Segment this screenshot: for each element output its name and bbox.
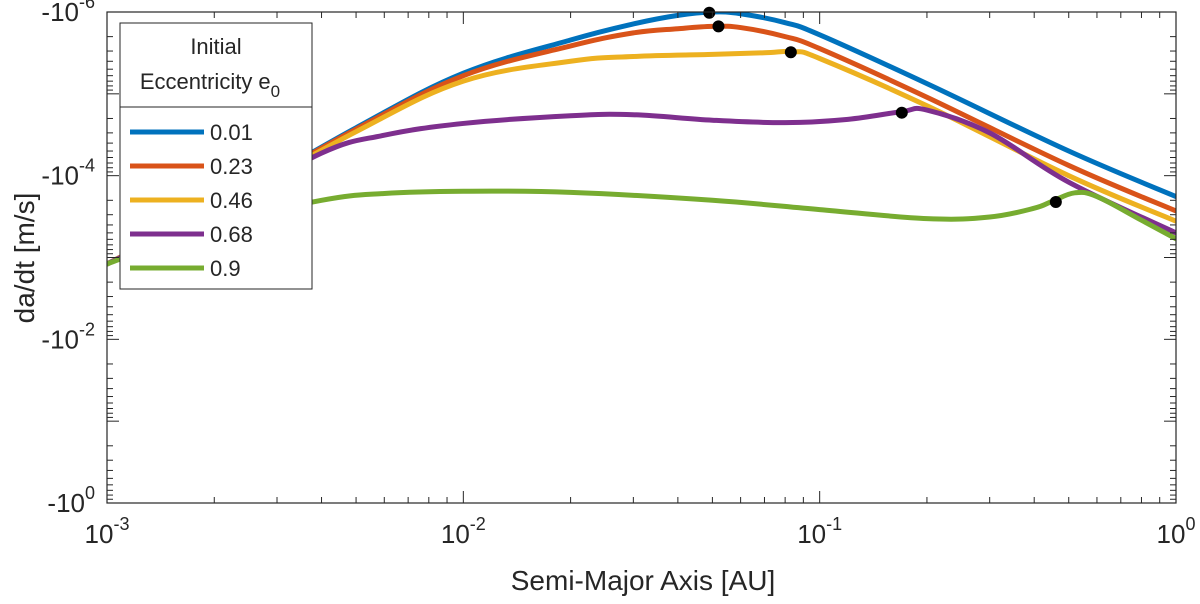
legend-entry-0.46: 0.46: [210, 188, 253, 213]
x-tick-label: 100: [1157, 514, 1196, 549]
y-tick-label: -10-2: [41, 319, 95, 354]
peak-marker-0.46: [784, 46, 797, 59]
peak-marker-0.23: [712, 20, 725, 33]
legend-title-line1: Initial: [190, 34, 241, 59]
axes-layer: 10-3 10-2 10-1 100 -10-6 -10-4 -10-2 -100: [41, 0, 1195, 549]
legend-title-line2: Eccentricity e0: [140, 69, 280, 101]
peak-marker-0.68: [895, 106, 908, 119]
legend-entry-0.9: 0.9: [210, 256, 241, 281]
peak-marker-0.9: [1049, 196, 1062, 209]
y-axis-label: da/dt [m/s]: [9, 193, 40, 324]
x-axis-label: Semi-Major Axis [AU]: [511, 565, 776, 596]
y-tick-label: -10-6: [41, 0, 95, 27]
peak-marker-0.01: [703, 6, 716, 19]
legend-box: [119, 22, 313, 290]
y-tick-label: -100: [47, 483, 95, 518]
legend-entry-0.01: 0.01: [210, 120, 253, 145]
x-tick-label: 10-3: [85, 514, 130, 549]
x-tick-label: 10-2: [441, 514, 486, 549]
legend-entry-0.68: 0.68: [210, 222, 253, 247]
legend-entry-0.23: 0.23: [210, 154, 253, 179]
series-line-0.9: [107, 188, 1176, 267]
y-tick-label: -10-4: [41, 156, 95, 191]
legend: Initial Eccentricity e0 0.01 0.23 0.46 0.68 0.…: [119, 22, 313, 290]
x-tick-label: 10-1: [797, 514, 842, 549]
series-line-0.68: [107, 105, 1176, 267]
